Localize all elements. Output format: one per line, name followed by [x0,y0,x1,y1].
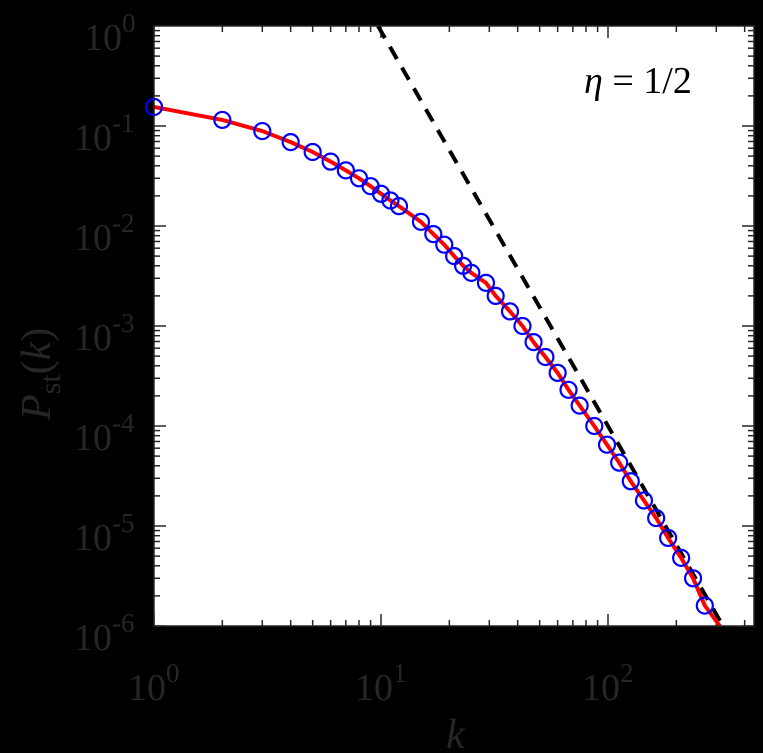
data-point-marker [621,472,640,491]
data-point-marker [321,152,340,171]
plot-frame [153,25,755,627]
data-point-marker [570,396,589,415]
x-axis-label: k [446,712,466,753]
y-axis-label: Pst(k) [14,328,67,421]
y-tick-label: 10-1 [74,108,135,159]
y-axis-arg: ( [14,360,60,374]
data-point-marker [634,491,654,510]
data-point-marker [371,184,391,203]
data-point-marker [445,247,464,266]
data-point-marker [411,212,431,231]
y-tick-label: 10-3 [74,308,135,359]
data-point-marker [672,548,691,567]
data-point-marker [513,316,532,336]
data-point-marker [559,380,578,399]
data-point-marker [435,235,454,254]
y-tick-label: 10-2 [74,208,135,259]
data-point-marker [524,333,543,352]
y-tick-label: 100 [84,8,136,59]
y-tick-label: 10-6 [74,608,135,659]
simulation-markers [144,97,714,615]
data-point-marker [476,273,496,292]
dashed-asymptote-line [376,25,725,627]
data-point-marker [597,435,617,454]
tick-labels: 100 101 102 100 10-1 10-2 10-3 10-4 10-5 10-6 [74,8,634,709]
plot-area [154,26,754,626]
y-tick-label: 10-4 [74,408,135,459]
y-tick-label: 10-5 [74,508,135,559]
data-point-marker [548,363,567,382]
data-point-marker [281,133,300,152]
data-point-marker [610,453,629,472]
data-point-marker [500,302,520,321]
data-point-marker [424,224,443,244]
x-tick-label: 101 [355,658,407,709]
data-point-marker [462,263,481,282]
dashed-line [376,25,725,627]
data-point-marker [659,528,678,548]
data-point-marker [683,569,703,588]
data-point-marker [253,121,272,141]
svg-text:Pst(k): Pst(k) [14,328,67,421]
data-point-marker [647,508,666,528]
x-tick-label: 102 [582,658,634,709]
axis-ticks [153,26,754,627]
data-point-marker [213,110,232,130]
data-point-marker [486,286,505,305]
eta-annotation: η = 1/2 [584,60,692,102]
data-point-marker [336,161,355,180]
data-point-marker [389,197,409,216]
data-point-marker [695,596,714,615]
data-point-marker [536,347,555,367]
x-tick-label: 100 [128,658,180,709]
data-point-marker [585,416,604,436]
data-point-marker [303,142,322,162]
